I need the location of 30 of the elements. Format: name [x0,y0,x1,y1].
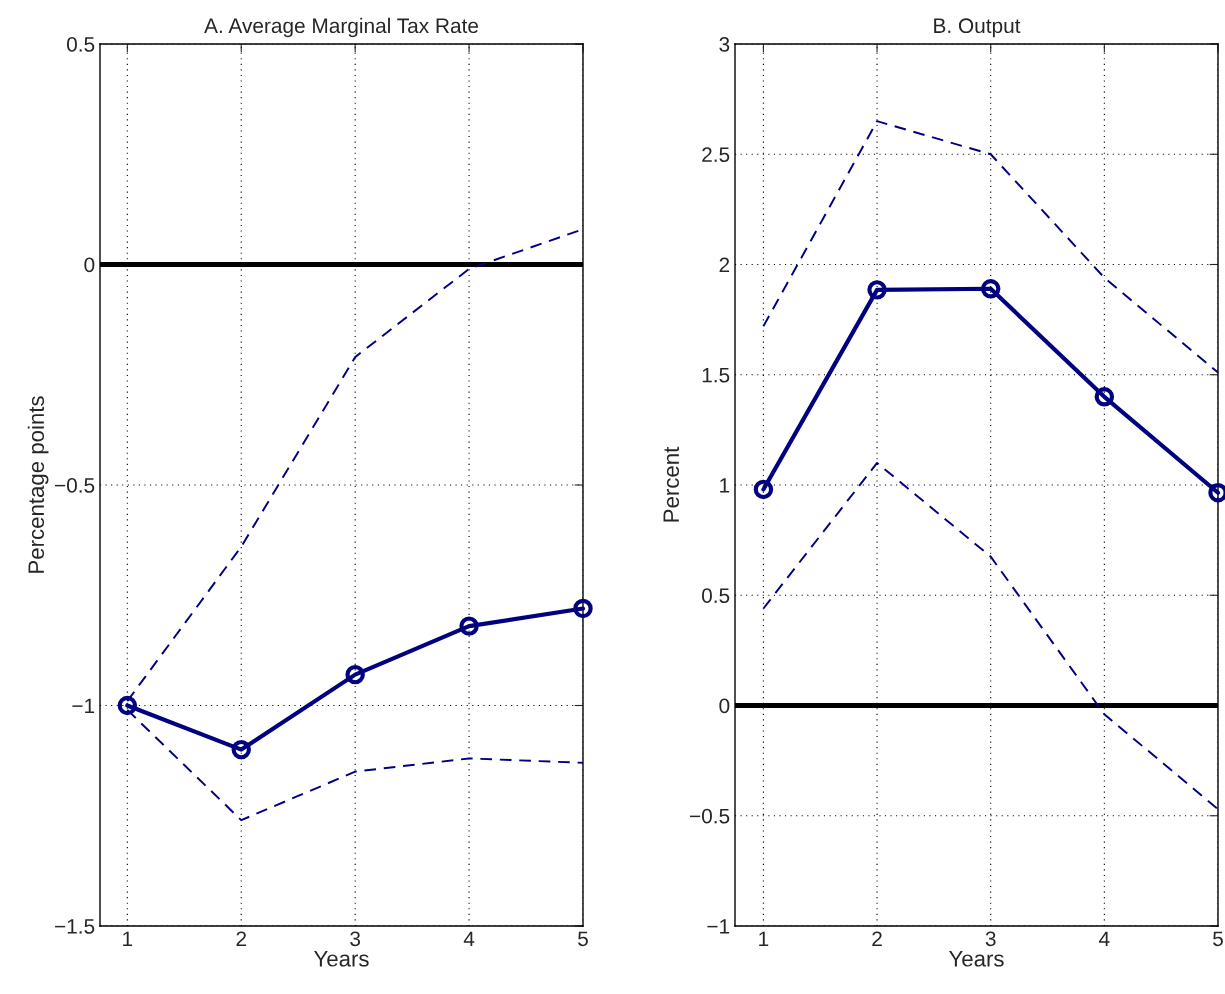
y-axis-title: Percentage points [27,396,49,573]
chart-title: B. Output [934,18,1021,38]
x-axis-title: Years [313,951,369,967]
x-tick-label: 1 [759,931,769,946]
y-tick-label: −1 [707,919,730,934]
x-tick-label: 1 [123,931,133,946]
chart-title: A. Average Marginal Tax Rate [204,17,479,38]
y-tick-label: 2.5 [702,147,730,162]
x-tick-label: 2 [872,931,882,946]
y-tick-label: 0.5 [701,588,730,603]
y-tick-label: 2 [719,257,730,273]
x-tick-label: 2 [236,931,246,946]
y-tick-label: 3 [719,37,730,52]
y-tick-label: 1 [720,478,730,493]
y-tick-label: 1.5 [702,367,730,383]
x-axis-title: Years [948,951,1004,967]
y-tick-label: 0.5 [66,37,95,52]
y-axis-title: Percent [663,446,680,522]
x-tick-label: 5 [1213,931,1223,947]
x-tick-label: 3 [350,931,361,947]
y-tick-label: 0 [719,698,730,714]
y-tick-label: 0 [84,257,95,273]
x-tick-label: 4 [463,931,475,946]
y-tick-label: −0.5 [55,478,95,493]
y-tick-label: −0.5 [690,808,730,824]
x-tick-label: 4 [1099,931,1110,946]
x-tick-label: 5 [578,931,588,947]
y-tick-label: −1 [72,698,95,714]
x-tick-label: 3 [985,931,996,947]
y-tick-label: −1.5 [55,919,95,934]
